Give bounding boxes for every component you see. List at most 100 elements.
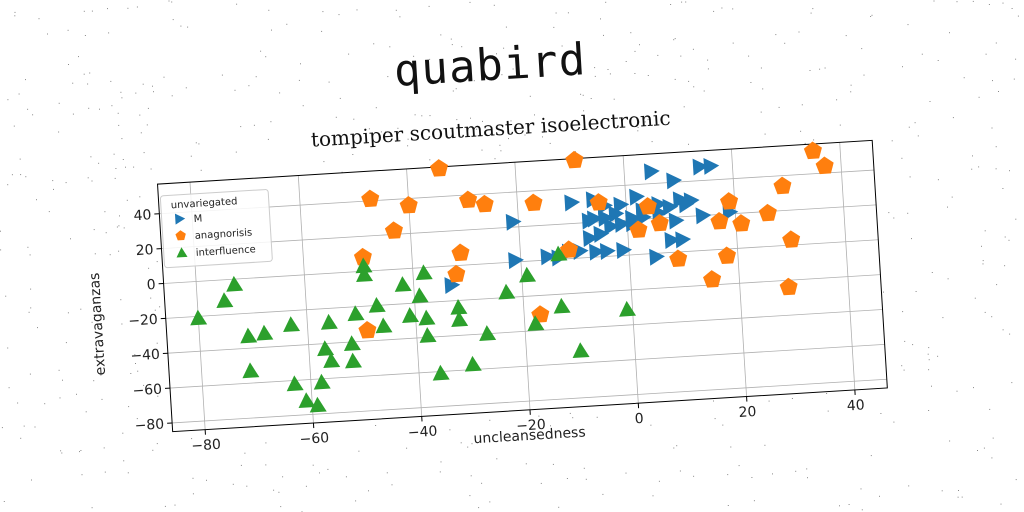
data-point-M <box>597 209 614 227</box>
noise-dot <box>192 477 194 479</box>
data-point-interfluence <box>450 298 468 315</box>
noise-dot <box>282 476 284 478</box>
noise-dot <box>673 39 675 41</box>
noise-dot <box>456 119 458 121</box>
x-tick-label: −80 <box>191 437 221 455</box>
noise-dot <box>977 450 978 451</box>
noise-dot <box>1011 8 1013 9</box>
noise-dot <box>407 145 409 147</box>
y-gridline <box>163 239 879 284</box>
noise-dot <box>113 153 115 155</box>
noise-dot <box>879 495 880 497</box>
noise-dot <box>860 488 862 490</box>
chart-title: tompiper scoutmaster isoelectronic <box>310 106 671 152</box>
noise-dot <box>984 311 986 313</box>
x-gridline <box>839 142 856 390</box>
noise-dot <box>58 102 60 104</box>
noise-dot <box>58 131 60 133</box>
noise-dot <box>164 505 166 507</box>
noise-dot <box>722 424 724 426</box>
noise-dot <box>809 70 811 71</box>
data-point-M <box>649 248 665 266</box>
noise-dot <box>52 180 54 182</box>
noise-dot <box>470 117 471 119</box>
noise-dot <box>28 311 30 313</box>
noise-dot <box>625 472 627 474</box>
noise-dot <box>339 97 341 99</box>
noise-dot <box>982 260 984 262</box>
noise-dot <box>496 53 497 55</box>
noise-dot <box>947 278 949 280</box>
x-gridline <box>514 162 531 410</box>
noise-dot <box>121 138 123 140</box>
x-gridline <box>297 175 314 424</box>
noise-dot <box>79 451 80 453</box>
noise-dot <box>931 272 933 273</box>
noise-dot <box>721 7 723 9</box>
data-point-M <box>593 225 610 243</box>
noise-dot <box>67 29 69 31</box>
noise-dot <box>863 74 865 76</box>
noise-dot <box>549 432 551 433</box>
legend-label: M <box>193 213 202 225</box>
noise-dot <box>150 168 152 170</box>
noise-dot <box>679 470 681 472</box>
data-point-interfluence <box>355 257 373 274</box>
data-point-interfluence <box>498 283 516 300</box>
data-point-anagnorisis <box>703 270 722 288</box>
noise-dot <box>152 85 153 87</box>
noise-dot <box>300 63 301 65</box>
noise-dot <box>625 61 627 62</box>
noise-dot <box>848 504 850 505</box>
noise-dot <box>644 121 646 123</box>
noise-dot <box>298 79 300 81</box>
data-point-M <box>625 215 642 233</box>
noise-dot <box>893 421 895 423</box>
noise-dot <box>135 363 136 364</box>
noise-dot <box>650 424 652 426</box>
noise-dot <box>1015 218 1017 220</box>
noise-dot <box>685 1 687 3</box>
noise-dot <box>32 114 34 116</box>
noise-dot <box>499 144 501 146</box>
noise-dot <box>142 83 144 85</box>
noise-dot <box>727 505 729 506</box>
noise-dot <box>260 50 262 52</box>
noise-dot <box>240 464 242 466</box>
data-point-anagnorisis <box>559 240 579 258</box>
noise-dot <box>632 124 634 126</box>
legend-label: anagnorisis <box>194 227 252 241</box>
noise-dot <box>524 134 526 136</box>
noise-dot <box>800 130 802 132</box>
legend-title: unvariegated <box>171 196 238 211</box>
noise-dot <box>121 323 123 325</box>
data-point-interfluence <box>411 287 429 304</box>
data-point-interfluence <box>553 297 571 314</box>
noise-dot <box>778 106 780 108</box>
data-point-M <box>668 212 685 230</box>
noise-dot <box>996 284 998 286</box>
noise-dot <box>130 373 132 374</box>
noise-dot <box>917 135 919 137</box>
noise-dot <box>707 59 709 61</box>
noise-dot <box>503 47 505 49</box>
data-point-interfluence <box>309 396 327 413</box>
noise-dot <box>397 127 399 129</box>
noise-dot <box>353 118 355 120</box>
noise-dot <box>235 151 237 153</box>
noise-dot <box>991 316 993 318</box>
noise-dot <box>501 74 503 76</box>
noise-dot <box>127 7 129 9</box>
noise-dot <box>7 347 9 349</box>
noise-dot <box>540 482 542 484</box>
noise-dot <box>911 238 912 240</box>
noise-dot <box>172 19 174 21</box>
noise-dot <box>171 1 173 3</box>
x-tick-label: 40 <box>846 397 865 414</box>
noise-dot <box>481 149 483 151</box>
noise-dot <box>748 55 750 57</box>
noise-dot <box>673 447 675 449</box>
noise-dot <box>389 46 391 48</box>
noise-dot <box>368 490 369 492</box>
